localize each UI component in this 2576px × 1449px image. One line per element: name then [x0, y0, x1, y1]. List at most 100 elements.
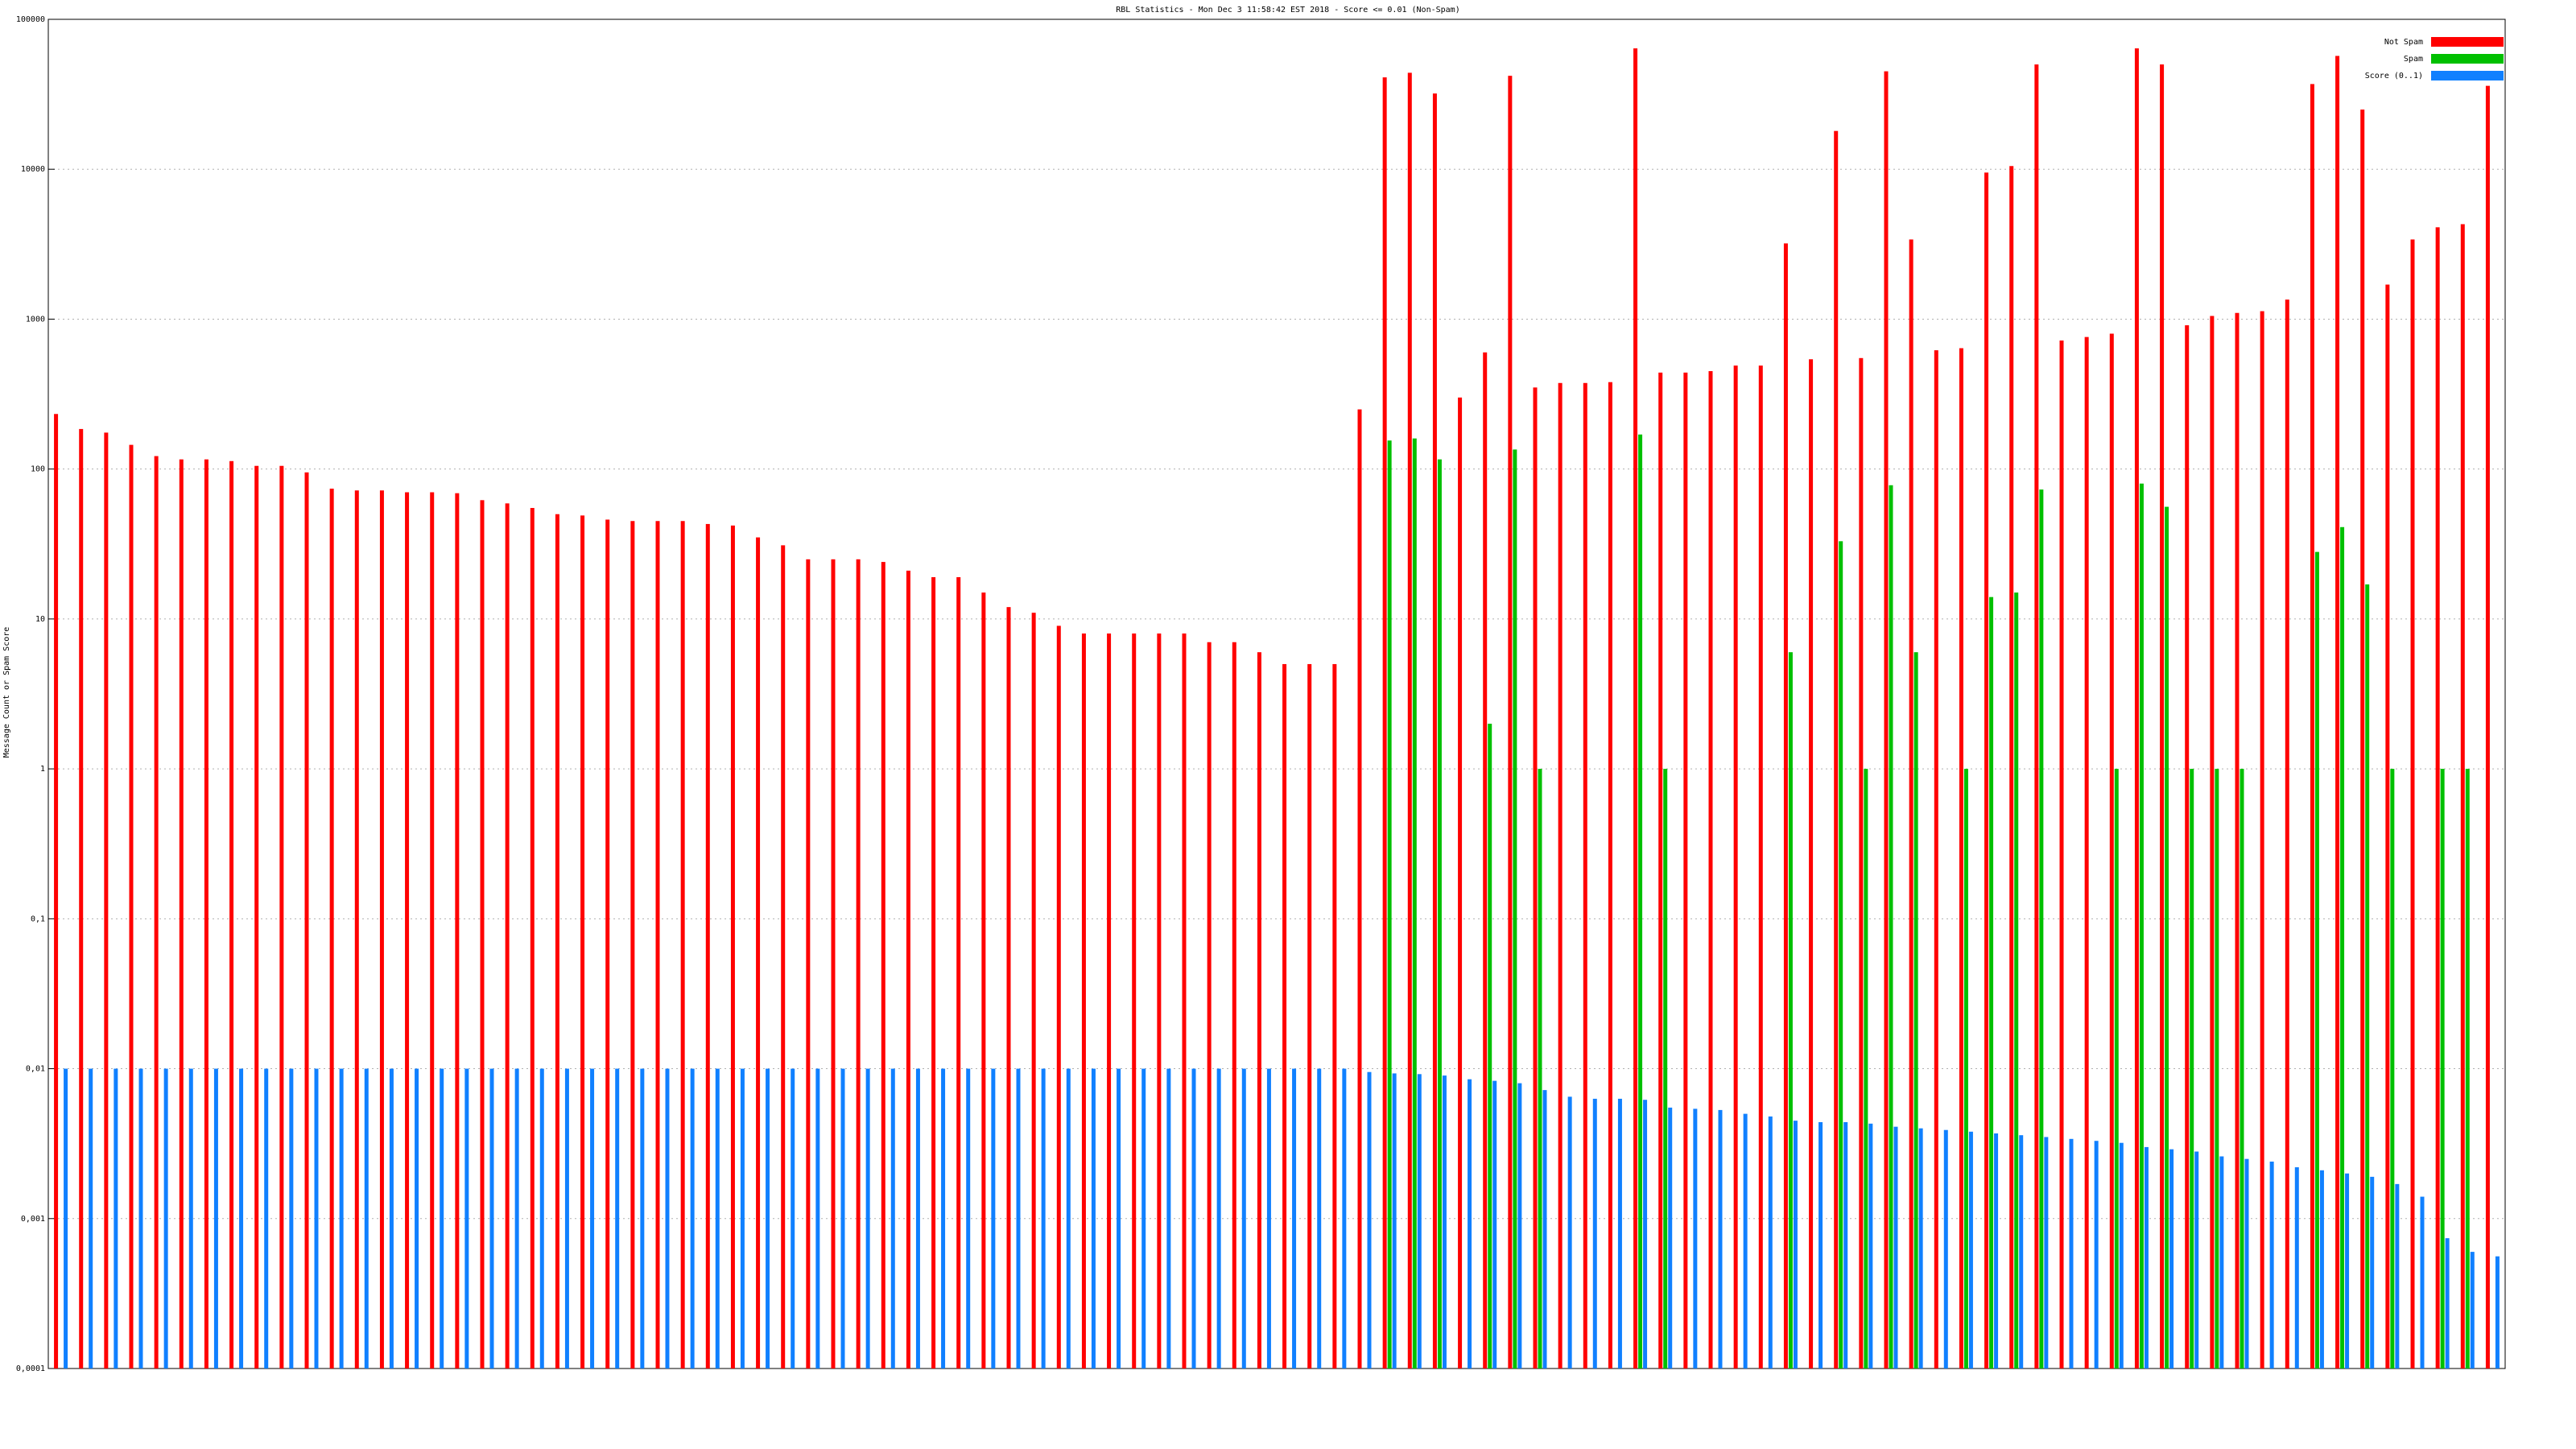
bar — [1943, 1129, 1948, 1368]
bar — [590, 1068, 595, 1368]
bar — [1081, 633, 1086, 1368]
bar — [1633, 48, 1638, 1368]
bar — [188, 1068, 193, 1368]
bar — [1558, 382, 1563, 1368]
bar — [1643, 1100, 1648, 1368]
bar — [114, 1068, 118, 1368]
bar — [2470, 1252, 2475, 1368]
bar — [138, 1068, 143, 1368]
y-tick-label: 1000 — [26, 315, 45, 324]
bar — [89, 1068, 93, 1368]
bar — [2114, 769, 2119, 1368]
bar — [655, 521, 660, 1368]
bar — [806, 559, 811, 1368]
bar — [1041, 1068, 1046, 1368]
bar — [2485, 85, 2490, 1368]
bar — [756, 537, 761, 1369]
bar — [1963, 769, 1968, 1368]
bar — [1783, 243, 1788, 1369]
bar — [204, 459, 208, 1369]
bar — [580, 515, 585, 1368]
bar — [129, 444, 134, 1368]
bar — [1006, 607, 1011, 1368]
y-tick-label: 0,1 — [31, 914, 45, 923]
bar — [339, 1068, 344, 1368]
bar — [1583, 382, 1587, 1368]
bar — [2285, 299, 2289, 1369]
bar — [354, 490, 359, 1368]
bar — [1989, 597, 1994, 1368]
bar — [1788, 652, 1793, 1368]
bar — [264, 1068, 269, 1368]
bar — [2410, 239, 2415, 1369]
bar — [840, 1068, 845, 1368]
bar — [2185, 325, 2190, 1369]
bar — [981, 592, 986, 1368]
bar — [1683, 372, 1688, 1368]
bar — [505, 503, 510, 1368]
bar — [379, 490, 384, 1368]
bar — [1432, 93, 1437, 1368]
bar — [2385, 284, 2390, 1368]
bar — [1513, 449, 1517, 1368]
bar — [2190, 769, 2194, 1368]
bar — [489, 1068, 494, 1368]
bar — [1809, 359, 1814, 1368]
bar — [605, 519, 610, 1368]
bar — [2134, 48, 2139, 1368]
bar — [1141, 1068, 1146, 1368]
bar — [1132, 633, 1137, 1368]
bar — [1117, 1068, 1121, 1368]
bar — [1718, 1109, 1723, 1368]
y-axis-label: Message Count or Spam Score — [2, 627, 11, 758]
bar — [464, 1068, 469, 1368]
bar — [630, 521, 635, 1368]
bar — [1508, 76, 1513, 1369]
bar — [1317, 1068, 1322, 1368]
bar — [2019, 1135, 2024, 1368]
bar — [715, 1068, 720, 1368]
bar — [2260, 311, 2264, 1368]
bar — [1382, 77, 1387, 1368]
bar — [1909, 239, 1913, 1369]
bar — [2360, 109, 2365, 1368]
legend-swatch — [2431, 71, 2504, 80]
bar — [64, 1068, 68, 1368]
bar — [2465, 769, 2470, 1368]
legend-label: Score (0..1) — [2365, 72, 2423, 80]
bar — [1492, 1080, 1497, 1368]
legend-swatch — [2431, 54, 2504, 64]
bar — [1859, 357, 1864, 1368]
bar — [389, 1068, 394, 1368]
bar — [564, 1068, 569, 1368]
bar — [2440, 769, 2445, 1368]
bar — [2294, 1167, 2299, 1368]
bar — [2420, 1196, 2425, 1368]
bar — [881, 562, 886, 1368]
bar — [1292, 1068, 1297, 1368]
bar — [2335, 56, 2340, 1368]
bar — [2395, 1183, 2400, 1368]
bar — [254, 465, 259, 1369]
bar — [1884, 71, 1889, 1368]
bar — [415, 1068, 419, 1368]
bar — [1442, 1075, 1447, 1368]
bar — [154, 456, 159, 1369]
bar — [1182, 633, 1187, 1368]
bar — [2044, 1137, 2049, 1368]
y-tick-label: 0,001 — [21, 1215, 45, 1224]
y-tick-label: 10 — [35, 615, 45, 624]
bar — [530, 508, 535, 1369]
bar — [1533, 387, 1538, 1368]
bar — [1542, 1090, 1547, 1368]
bar — [815, 1068, 820, 1368]
legend-label: Spam — [2404, 55, 2423, 64]
bar — [2244, 1158, 2249, 1368]
bar — [1668, 1107, 1673, 1368]
bar — [2435, 227, 2440, 1369]
bar — [54, 414, 59, 1368]
bar — [1458, 397, 1463, 1368]
bar — [1216, 1068, 1221, 1368]
